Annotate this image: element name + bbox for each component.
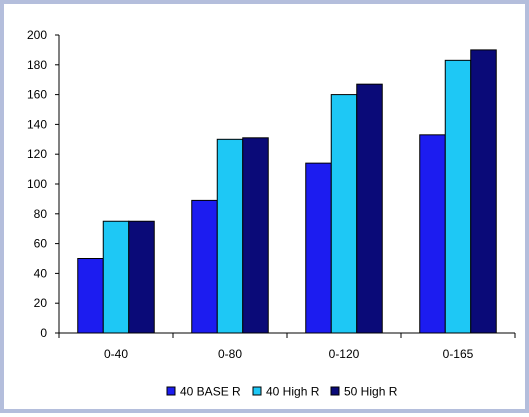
legend-label: 40 BASE R <box>180 385 241 399</box>
bar <box>356 83 383 334</box>
bar <box>419 134 446 334</box>
x-tick-label: 0-80 <box>218 347 242 361</box>
legend-swatch <box>166 386 176 396</box>
y-tick-label: 180 <box>27 58 47 72</box>
bar <box>470 49 497 334</box>
y-tick-label: 40 <box>34 266 48 280</box>
x-tick-label: 0-40 <box>104 347 128 361</box>
bar <box>330 94 358 334</box>
y-tick-label: 140 <box>27 117 47 131</box>
x-tick-label: 0-120 <box>329 347 360 361</box>
y-tick-label: 100 <box>27 177 47 191</box>
bar <box>191 199 218 334</box>
legend-label: 40 High R <box>266 385 320 399</box>
bar <box>305 162 332 334</box>
bar <box>216 138 244 334</box>
bar <box>102 220 130 334</box>
legend-swatch <box>252 386 262 396</box>
y-tick-label: 60 <box>34 237 48 251</box>
bar <box>77 258 104 334</box>
y-tick-label: 80 <box>34 207 48 221</box>
bar <box>444 59 472 334</box>
legend-label: 50 High R <box>344 385 398 399</box>
x-tick-label: 0-165 <box>443 347 474 361</box>
y-tick-label: 160 <box>27 88 47 102</box>
y-tick-label: 120 <box>27 147 47 161</box>
bar-chart: 0 20 40 60 80 100 120 140 160 180 200 0-40 0-80 0-120… <box>27 28 516 399</box>
y-tick-label: 0 <box>40 326 47 340</box>
y-tick-label: 200 <box>27 28 47 42</box>
y-tick-label: 20 <box>34 296 48 310</box>
bar <box>242 137 269 334</box>
bar <box>128 220 155 334</box>
legend-swatch <box>330 386 340 396</box>
